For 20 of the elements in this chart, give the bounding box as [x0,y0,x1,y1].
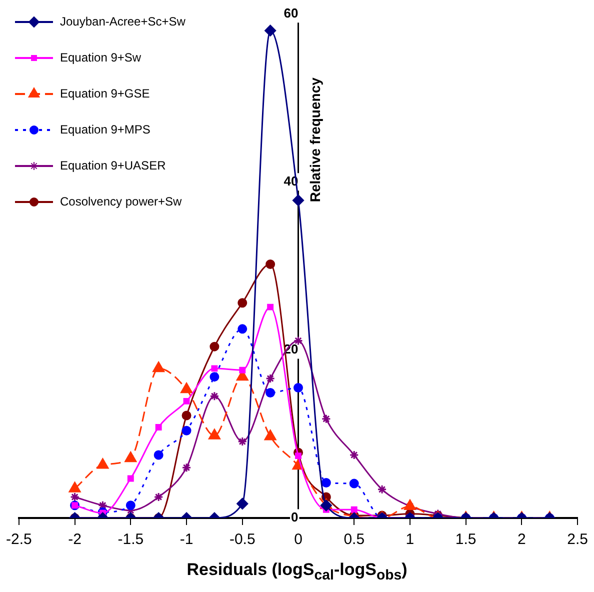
x-tick-label: -1.5 [118,531,144,548]
x-tick-label: 1 [406,531,414,548]
x-tick-label: 0.5 [344,531,365,548]
y-tick-label: 60 [284,5,298,20]
legend-label: Equation 9+UASER [60,158,166,172]
x-tick-label: -2 [68,531,82,548]
y-axis-title: Relative frequency [307,77,324,202]
x-tick-label: -0.5 [229,531,256,548]
y-tick-label: 0 [291,510,298,525]
legend-label: Equation 9+GSE [60,86,150,100]
x-tick-label: 2.5 [567,531,588,548]
legend-label: Jouyban-Acree+Sc+Sw [60,14,186,28]
x-axis-title: Residuals (logS$_{cal}$-logS$_{obs}$) [186,560,408,584]
x-tick-label: -1 [180,531,194,548]
x-tick-label: -2.5 [6,531,32,548]
x-tick-label: 2 [518,531,526,548]
legend-label: Equation 9+Sw [60,50,142,64]
legend-label: Cosolvency power+Sw [60,194,182,208]
x-tick-label: 1.5 [455,531,476,548]
legend-label: Equation 9+MPS [60,122,150,136]
